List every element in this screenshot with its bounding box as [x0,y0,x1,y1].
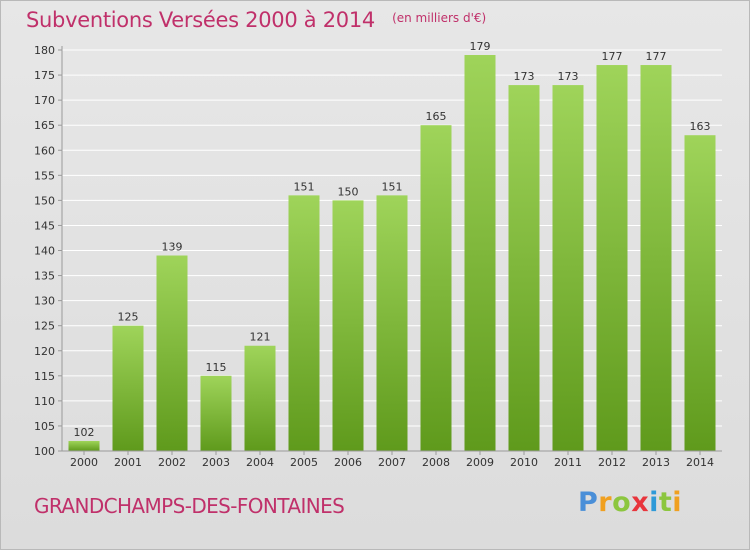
x-tick-label: 2000 [70,456,98,469]
x-tick-label: 2014 [686,456,714,469]
y-tick-label: 160 [34,144,55,157]
x-tick-label: 2007 [378,456,406,469]
y-tick-label: 100 [34,445,55,458]
y-tick-label: 140 [34,245,55,258]
y-tick-label: 110 [34,395,55,408]
x-tick-label: 2005 [290,456,318,469]
bar-2009 [464,55,496,451]
y-tick-label: 105 [34,420,55,433]
data-label-2008: 165 [426,110,447,123]
x-tick-label: 2009 [466,456,494,469]
bar-2006 [332,200,364,451]
x-tick-label: 2013 [642,456,670,469]
y-tick-label: 120 [34,345,55,358]
x-tick-label: 2010 [510,456,538,469]
bar-2000 [68,440,100,451]
y-tick-label: 125 [34,320,55,333]
x-tick-label: 2004 [246,456,274,469]
y-tick-label: 135 [34,270,55,283]
bar-2003 [200,375,232,451]
bar-2001 [112,325,144,451]
bar-2002 [156,255,188,451]
data-label-2002: 139 [162,241,183,254]
data-label-2005: 151 [294,180,315,193]
bar-2005 [288,195,320,451]
y-tick-label: 175 [34,69,55,82]
data-label-2001: 125 [118,311,139,324]
y-tick-label: 170 [34,94,55,107]
data-label-2003: 115 [206,361,227,374]
chart-subtitle: (en milliers d'€) [392,11,487,25]
bar-2008 [420,125,452,451]
y-tick-label: 150 [34,194,55,207]
y-tick-label: 165 [34,119,55,132]
proxiti-logo[interactable]: Proxiti [578,487,683,518]
y-tick-label: 155 [34,169,55,182]
data-label-2007: 151 [382,180,403,193]
data-label-2014: 163 [690,120,711,133]
bar-2012 [596,65,628,451]
x-tick-label: 2012 [598,456,626,469]
data-label-2011: 173 [558,70,579,83]
data-label-2000: 102 [74,426,95,439]
bar-2011 [552,85,584,452]
data-label-2013: 177 [646,50,667,63]
x-tick-label: 2008 [422,456,450,469]
x-tick-label: 2003 [202,456,230,469]
y-tick-label: 130 [34,295,55,308]
bar-2013 [640,65,672,451]
data-label-2010: 173 [514,70,535,83]
y-tick-label: 180 [34,44,55,57]
bar-2004 [244,345,276,451]
x-tick-label: 2002 [158,456,186,469]
data-label-2006: 150 [338,185,359,198]
chart-title: Subventions Versées 2000 à 2014 [26,8,375,32]
bar-2014 [684,135,716,451]
title-row: Subventions Versées 2000 à 2014 (en mill… [26,8,486,32]
x-tick-label: 2006 [334,456,362,469]
data-label-2004: 121 [250,331,271,344]
x-tick-label: 2001 [114,456,142,469]
data-label-2009: 179 [470,40,491,53]
y-tick-label: 145 [34,219,55,232]
y-tick-label: 115 [34,370,55,383]
data-label-2012: 177 [602,50,623,63]
commune-name: GRANDCHAMPS-DES-FONTAINES [34,494,345,518]
x-tick-label: 2011 [554,456,582,469]
bar-2010 [508,85,540,452]
bar-2007 [376,195,408,451]
